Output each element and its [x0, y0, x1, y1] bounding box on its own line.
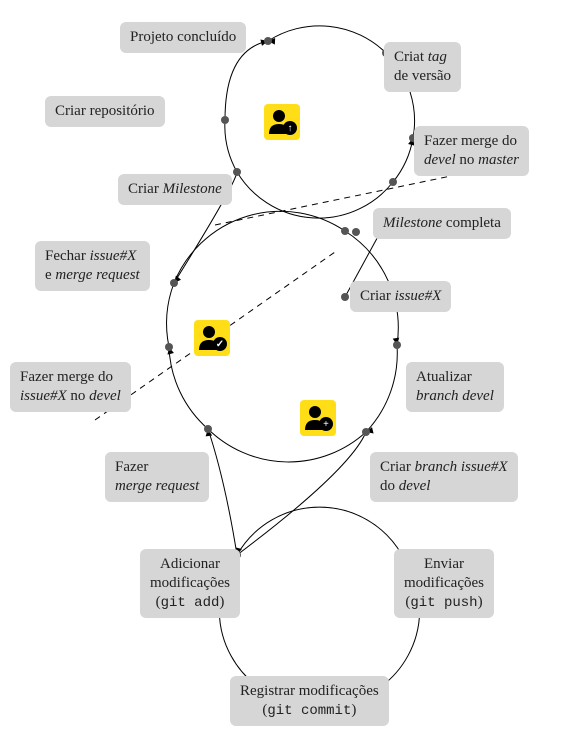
node-dot: [204, 425, 212, 433]
node-dot: [170, 279, 178, 287]
box-fazer-mr: Fazermerge request: [105, 452, 209, 502]
node-dot: [165, 343, 173, 351]
box-projeto-concluido: Projeto concluído: [120, 22, 246, 53]
box-criar-issue: Criar issue#X: [350, 281, 451, 312]
role-lower-icon: +: [300, 400, 336, 436]
node-dot: [352, 228, 360, 236]
box-registrar: Registrar modificações(git commit): [230, 676, 389, 726]
svg-text:↑: ↑: [288, 123, 293, 134]
box-criar-tag: Criat tagde versão: [384, 42, 461, 92]
box-atualizar-devel: Atualizarbranch devel: [406, 362, 504, 412]
svg-text:✓: ✓: [216, 339, 224, 350]
node-dot: [393, 341, 401, 349]
box-adicionar: Adicionarmodificações(git add): [140, 549, 240, 618]
box-criar-repositorio: Criar repositório: [45, 96, 165, 127]
node-dot: [362, 428, 370, 436]
diagram-stage: ↑ ✓ + Projeto concluído Criat tagde versão Cr…: [0, 0, 566, 733]
node-dot: [233, 168, 241, 176]
node-dot: [341, 293, 349, 301]
box-fazer-merge-master: Fazer merge dodevel no master: [414, 126, 529, 176]
role-top-icon: ↑: [264, 104, 300, 140]
role-middle-icon: ✓: [194, 320, 230, 356]
node-dot: [389, 178, 397, 186]
node-dot: [221, 116, 229, 124]
box-fazer-merge-devel: Fazer merge doissue#X no devel: [10, 362, 131, 412]
node-dot: [341, 227, 349, 235]
box-criar-branch: Criar branch issue#Xdo devel: [370, 452, 518, 502]
box-fechar-issue: Fechar issue#Xe merge request: [35, 241, 150, 291]
node-dot: [264, 37, 272, 45]
svg-text:+: +: [323, 419, 329, 430]
box-criar-milestone: Criar Milestone: [118, 174, 232, 205]
box-milestone-completa: Milestone completa: [373, 208, 511, 239]
box-enviar: Enviarmodificações(git push): [394, 549, 494, 618]
